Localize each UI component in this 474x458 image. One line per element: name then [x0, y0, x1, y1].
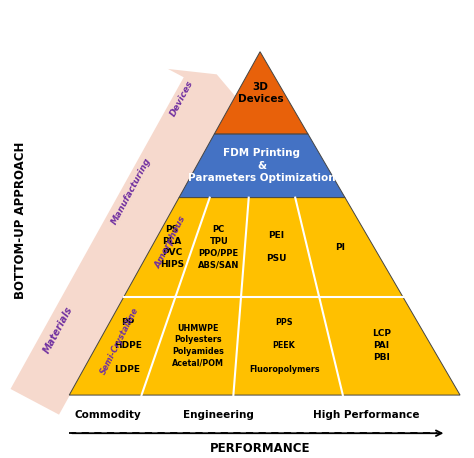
Text: High Performance: High Performance: [312, 410, 419, 420]
Polygon shape: [179, 134, 345, 198]
Text: LCP
PAI
PBI: LCP PAI PBI: [372, 329, 391, 362]
Text: Materials: Materials: [41, 305, 74, 355]
Text: Amorphous: Amorphous: [154, 215, 188, 270]
Text: BOTTOM-UP APPROACH: BOTTOM-UP APPROACH: [15, 142, 27, 299]
Text: PP

HDPE

LDPE: PP HDPE LDPE: [114, 318, 142, 374]
Polygon shape: [214, 52, 308, 134]
Polygon shape: [10, 69, 248, 414]
Text: PS
PLA
PVC
HIPS: PS PLA PVC HIPS: [160, 225, 184, 269]
Text: PERFORMANCE: PERFORMANCE: [210, 442, 310, 454]
Text: Engineering: Engineering: [183, 410, 254, 420]
Polygon shape: [69, 198, 460, 395]
Text: UHMWPE
Polyesters
Polyamides
Acetal/POM: UHMWPE Polyesters Polyamides Acetal/POM: [172, 324, 224, 368]
Text: PC
TPU
PPO/PPE
ABS/SAN: PC TPU PPO/PPE ABS/SAN: [198, 225, 239, 269]
Text: FDM Printing
&
Parameters Optimization: FDM Printing & Parameters Optimization: [188, 148, 336, 183]
Text: PEI

PSU: PEI PSU: [266, 231, 286, 263]
Text: Semi-Crystalline: Semi-Crystalline: [99, 306, 141, 376]
Text: PPS

PEEK

Fluoropolymers: PPS PEEK Fluoropolymers: [249, 318, 319, 374]
Text: PI: PI: [336, 243, 346, 251]
Text: 3D
Devices: 3D Devices: [238, 82, 283, 104]
Text: Manufacturing: Manufacturing: [110, 156, 153, 226]
Text: Commodity: Commodity: [75, 410, 142, 420]
Text: Devices: Devices: [169, 79, 195, 118]
